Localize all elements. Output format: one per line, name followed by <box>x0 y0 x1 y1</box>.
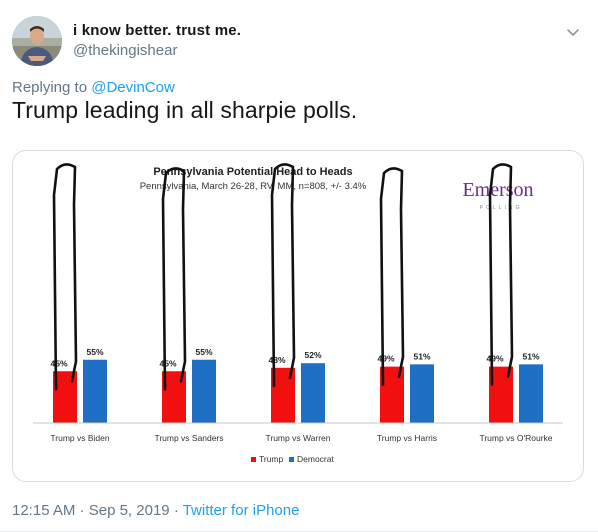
reply-context: Replying to @DevinCow <box>12 79 175 96</box>
value-label-trump-1: 45% <box>159 358 176 368</box>
chart-bars <box>53 359 543 423</box>
author-display-name[interactable]: i know better. trust me. <box>73 22 242 39</box>
value-label-democrat-4: 51% <box>522 351 539 361</box>
chart-title: Pennsylvania Potential Head to Heads <box>153 166 352 178</box>
chart-value-labels: 45% 55% 45% 55% 48% 52% 49% 51% 49% 51% <box>50 347 539 369</box>
avatar-photo-icon <box>12 16 62 66</box>
value-label-democrat-1: 55% <box>195 347 212 357</box>
tweet-menu-button[interactable] <box>563 22 583 42</box>
category-label-2: Trump vs Warren <box>265 433 330 443</box>
chevron-down-icon <box>567 29 579 36</box>
tweet-source-link[interactable]: Twitter for iPhone <box>182 502 300 519</box>
avatar[interactable] <box>12 16 62 66</box>
chart-legend: Trump Democrat <box>251 454 334 464</box>
value-label-trump-3: 49% <box>377 354 394 364</box>
value-label-democrat-3: 51% <box>413 351 430 361</box>
sharpie-mark-0 <box>52 163 78 391</box>
reply-prefix: Replying to <box>12 79 88 96</box>
emerson-logo: Emerson <box>462 179 533 201</box>
sharpie-mark-4 <box>488 163 514 386</box>
value-label-democrat-0: 55% <box>86 347 103 357</box>
bar-democrat-4 <box>519 364 543 423</box>
chart-subtitle: Pennsylvania, March 26-28, RV, MM, n=808… <box>140 181 367 192</box>
reply-mention-link[interactable]: @DevinCow <box>91 79 175 96</box>
legend-label-trump: Trump <box>259 454 284 464</box>
poll-chart: 45% 55% 45% 55% 48% 52% 49% 51% 49% 51% Trump vs … <box>33 163 563 464</box>
bar-democrat-0 <box>83 359 107 423</box>
legend-swatch-trump <box>251 457 256 462</box>
tweet-media-image[interactable]: 45% 55% 45% 55% 48% 52% 49% 51% 49% 51% Trump vs … <box>12 150 584 482</box>
value-label-trump-2: 48% <box>268 355 285 365</box>
category-label-1: Trump vs Sanders <box>154 433 223 443</box>
value-label-trump-0: 45% <box>50 358 67 368</box>
value-label-democrat-2: 52% <box>304 350 321 360</box>
category-label-3: Trump vs Harris <box>377 433 437 443</box>
tweet-timestamp: 12:15 AM · Sep 5, 2019 · Twitter for iPh… <box>12 502 299 519</box>
bar-democrat-1 <box>192 359 216 423</box>
category-label-0: Trump vs Biden <box>50 433 109 443</box>
emerson-logo-sub: POLLING <box>480 205 523 211</box>
tweet-date[interactable]: Sep 5, 2019 <box>88 502 170 519</box>
sharpie-mark-2 <box>270 163 296 388</box>
tweet-time[interactable]: 12:15 AM <box>12 502 76 519</box>
author-handle[interactable]: @thekingishear <box>73 42 178 59</box>
legend-label-democrat: Democrat <box>297 454 334 464</box>
bar-democrat-3 <box>410 364 434 423</box>
legend-swatch-democrat <box>289 457 294 462</box>
bar-democrat-2 <box>301 363 325 423</box>
sharpie-mark-1 <box>161 167 187 391</box>
source-separator: · <box>173 502 179 519</box>
value-label-trump-4: 49% <box>486 354 503 364</box>
sharpie-mark-3 <box>379 167 405 386</box>
tweet-text: Trump leading in all sharpie polls. <box>12 97 358 123</box>
category-label-4: Trump vs O'Rourke <box>479 433 552 443</box>
sharpie-marks <box>52 163 514 391</box>
chart-category-labels: Trump vs Biden Trump vs Sanders Trump vs W… <box>50 433 552 443</box>
timestamp-separator: · <box>79 502 85 519</box>
